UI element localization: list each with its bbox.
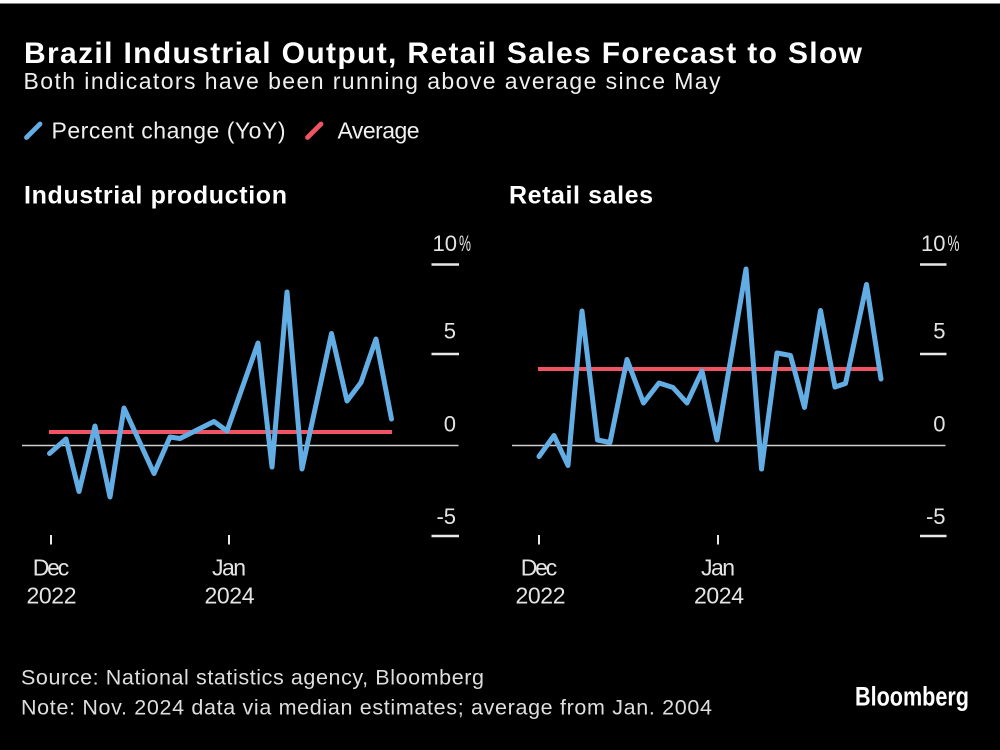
svg-text:2022: 2022 (516, 583, 566, 609)
svg-text:Bloomberg: Bloomberg (855, 682, 969, 712)
svg-text:2024: 2024 (205, 583, 255, 609)
svg-text:0: 0 (444, 412, 456, 437)
svg-text:Dec: Dec (33, 555, 70, 581)
svg-text:Average: Average (338, 118, 420, 144)
svg-text:%: % (459, 231, 471, 256)
svg-text:%: % (948, 231, 960, 256)
svg-text:Jan: Jan (701, 555, 735, 581)
svg-text:Source: National statistics ag: Source: National statistics agency, Bloo… (21, 666, 484, 690)
svg-text:Brazil Industrial Output, Reta: Brazil Industrial Output, Retail Sales F… (24, 37, 863, 70)
svg-text:-5: -5 (436, 504, 456, 529)
svg-text:Retail sales: Retail sales (509, 182, 653, 210)
svg-text:Industrial production: Industrial production (24, 182, 287, 210)
svg-text:Dec: Dec (521, 555, 558, 581)
svg-text:-5: -5 (926, 504, 946, 529)
svg-text:Percent change (YoY): Percent change (YoY) (52, 118, 286, 144)
svg-text:Note: Nov. 2024 data via media: Note: Nov. 2024 data via median estimate… (21, 696, 712, 720)
svg-text:5: 5 (444, 319, 456, 344)
svg-text:Jan: Jan (212, 555, 246, 581)
svg-text:Both indicators have been runn: Both indicators have been running above … (24, 68, 722, 94)
svg-text:10: 10 (921, 231, 945, 256)
svg-text:5: 5 (933, 319, 945, 344)
svg-text:2022: 2022 (27, 583, 77, 609)
svg-text:2024: 2024 (694, 583, 744, 609)
svg-text:10: 10 (433, 231, 457, 256)
svg-text:0: 0 (933, 412, 945, 437)
